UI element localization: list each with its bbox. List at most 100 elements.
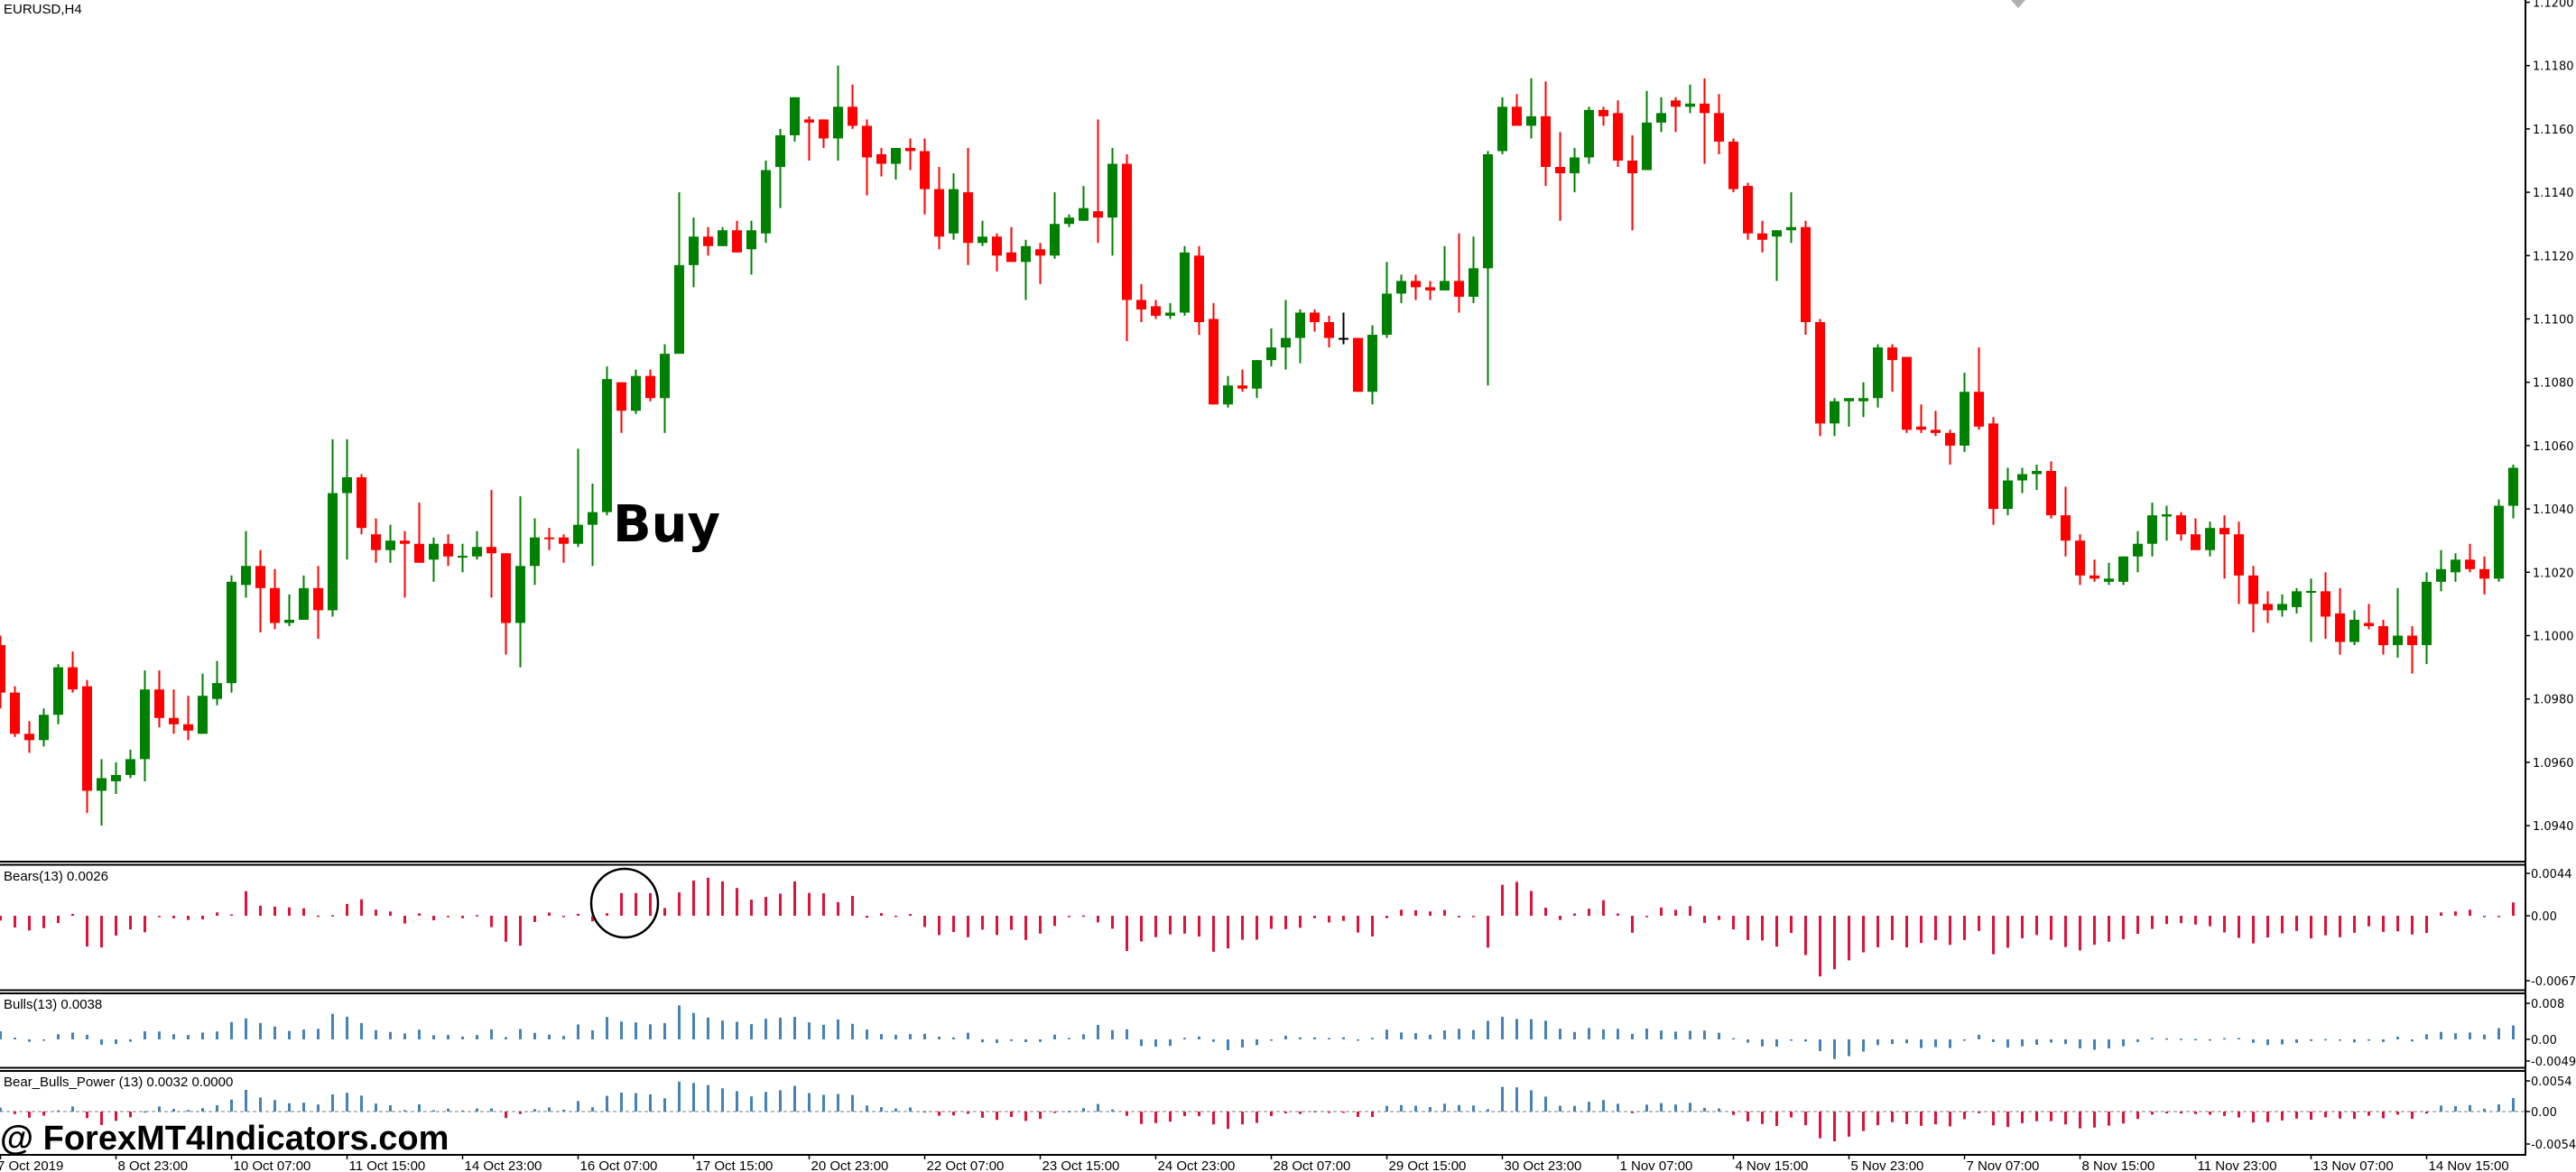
bears-bar xyxy=(288,907,291,916)
price-tick-label: 1.0980 xyxy=(2533,694,2574,707)
bear-bulls-power-bar xyxy=(793,1085,796,1112)
candle-body xyxy=(284,619,294,623)
candle xyxy=(241,531,251,598)
candle xyxy=(1714,94,1724,154)
bulls-bar xyxy=(2050,1039,2052,1043)
candle xyxy=(1526,78,1536,139)
candle-body xyxy=(1151,306,1161,316)
candle-body xyxy=(2046,470,2056,516)
candle xyxy=(1598,106,1608,126)
bear-bulls-power-bar xyxy=(1515,1087,1518,1112)
bears-bar xyxy=(1530,891,1533,916)
time-tick-label: 10 Oct 07:00 xyxy=(234,1158,311,1172)
candle-body xyxy=(400,540,410,544)
time-tick-label: 14 Oct 23:00 xyxy=(465,1158,542,1172)
indicator-tick-label: -0.0067 xyxy=(2531,975,2576,989)
candle-wick xyxy=(1039,243,1042,284)
indicator-tick-label: 0.00 xyxy=(2531,1034,2557,1047)
candle xyxy=(2003,467,2013,516)
candle xyxy=(1469,236,1478,303)
bulls-bar xyxy=(1183,1038,1186,1039)
candle xyxy=(1223,375,1233,408)
bulls-bar xyxy=(894,1034,897,1039)
bulls-bar xyxy=(1747,1039,1749,1043)
bulls-bar xyxy=(1660,1030,1663,1039)
time-tick-label: 29 Oct 15:00 xyxy=(1389,1158,1467,1172)
bears-bar xyxy=(129,916,132,930)
bulls-bar xyxy=(866,1029,868,1039)
candle xyxy=(544,528,554,550)
candle xyxy=(2263,591,2273,623)
candle-wick xyxy=(346,438,348,560)
candle xyxy=(2378,619,2388,655)
candle-body xyxy=(1021,245,1031,263)
candle-body xyxy=(2090,575,2099,579)
candle xyxy=(2075,534,2085,586)
time-tick-label: 11 Nov 23:00 xyxy=(2198,1158,2277,1172)
bear-bulls-power-bar xyxy=(620,1092,623,1112)
bear-bulls-power-bar xyxy=(1053,1112,1056,1113)
candle xyxy=(934,167,944,250)
candle-body xyxy=(1815,322,1825,424)
candle xyxy=(2017,467,2027,494)
bear-bulls-power-bar xyxy=(1126,1112,1128,1116)
bulls-bar xyxy=(201,1032,204,1039)
bears-bar xyxy=(2108,916,2110,942)
bear-bulls-power-bar xyxy=(100,1112,103,1125)
bears-bar xyxy=(42,916,45,928)
bears-bar xyxy=(1833,916,1836,970)
bear-bulls-power-bar xyxy=(1140,1112,1143,1124)
candle-body xyxy=(2407,635,2417,646)
bear-bulls-power-bar xyxy=(201,1108,204,1112)
bears-bar xyxy=(144,916,146,933)
candle xyxy=(674,192,684,355)
candle-body xyxy=(2494,505,2504,579)
bear-bulls-power-bar xyxy=(1227,1112,1229,1130)
bears-bar xyxy=(635,892,637,916)
bear-bulls-power-bar xyxy=(1559,1105,1561,1112)
candle-body xyxy=(328,493,338,611)
candle xyxy=(1584,106,1594,164)
candle xyxy=(2191,518,2201,550)
candle-wick xyxy=(2411,625,2414,674)
bulls-bar xyxy=(317,1029,320,1039)
bears-bar xyxy=(1515,881,1518,916)
candle-wick xyxy=(1949,429,1951,465)
bears-bar xyxy=(591,916,594,922)
bears-bar xyxy=(2093,916,2096,946)
candle-body xyxy=(602,379,612,512)
bulls-bar xyxy=(1718,1032,1720,1039)
candle-body xyxy=(486,547,496,554)
candle-body xyxy=(111,774,121,781)
bulls-bar xyxy=(967,1032,969,1039)
bears-bar xyxy=(2497,916,2500,918)
candle-body xyxy=(2479,568,2489,579)
candle-body xyxy=(169,717,179,724)
bears-bar xyxy=(1212,916,1215,952)
candle-body xyxy=(2349,619,2359,642)
bulls-bar xyxy=(1876,1039,1879,1046)
candle-body xyxy=(804,119,814,123)
bear-bulls-power-bar xyxy=(2295,1112,2298,1119)
candle xyxy=(732,220,742,253)
bulls-bar xyxy=(736,1021,738,1039)
bear-bulls-power-bar xyxy=(967,1112,969,1114)
bears-bar xyxy=(562,916,565,918)
bear-bulls-power-bar xyxy=(678,1081,681,1112)
bears-bar xyxy=(2469,909,2471,916)
candle xyxy=(212,660,222,706)
candle-wick xyxy=(1530,78,1533,139)
chart-shift-marker-icon[interactable] xyxy=(2011,0,2025,8)
candle-body xyxy=(1988,423,1998,510)
bears-bar xyxy=(490,916,493,927)
bears-bar xyxy=(1024,916,1027,940)
candle-body xyxy=(241,566,251,586)
candle-body xyxy=(472,547,482,557)
bears-bar xyxy=(273,906,276,916)
bulls-bar xyxy=(2006,1039,2009,1048)
bears-bar xyxy=(1227,916,1229,949)
bulls-bar xyxy=(2165,1038,2168,1040)
bulls-bar xyxy=(346,1016,348,1039)
bear-bulls-power-bar xyxy=(923,1111,926,1113)
